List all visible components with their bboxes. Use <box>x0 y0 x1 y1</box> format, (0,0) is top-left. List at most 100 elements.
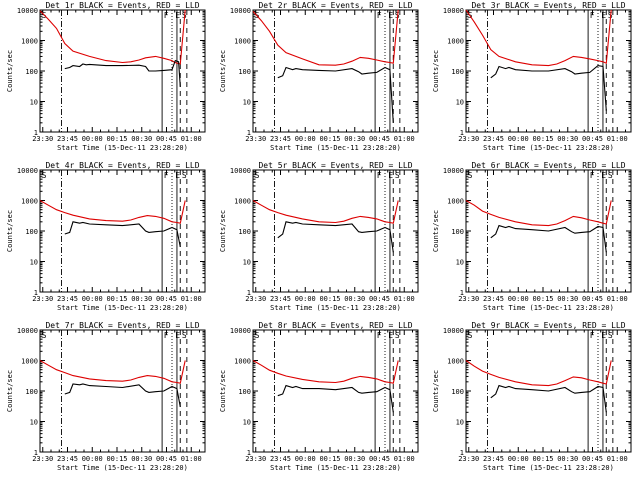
x-tick-label: 00:30 <box>131 135 152 143</box>
flag-label: E <box>601 331 606 340</box>
y-tick-label: 100 <box>238 68 251 76</box>
y-tick-label: 1000 <box>447 38 464 46</box>
chart-panel-4: Det 4r BLACK = Events, RED = LLD 1 10 100 10… <box>6 161 206 312</box>
x-tick-label: 23:30 <box>458 455 479 463</box>
y-tick-label: 1 <box>247 449 251 457</box>
flag-label: F <box>164 171 169 180</box>
x-tick-label: 23:45 <box>57 295 78 303</box>
x-tick-label: 23:45 <box>483 455 504 463</box>
series-line-events <box>64 59 181 87</box>
chart-panel-2: Det 2r BLACK = Events, RED = LLD 1 10 100 10… <box>219 1 419 152</box>
x-tick-label: 01:00 <box>394 135 415 143</box>
x-tick-label: 00:45 <box>156 135 177 143</box>
x-tick-label: 00:15 <box>532 295 553 303</box>
y-tick-label: 1000 <box>447 358 464 366</box>
flag-label: F <box>164 331 169 340</box>
y-tick-label: 10000 <box>443 167 464 175</box>
x-tick-label: 00:00 <box>508 455 529 463</box>
flag-label: F <box>590 11 595 20</box>
y-tick-label: 1000 <box>234 358 251 366</box>
flag-label: S <box>608 331 613 340</box>
y-axis-label: Counts/sec <box>6 370 14 412</box>
y-axis-label: Counts/sec <box>219 50 227 92</box>
y-tick-label: 10 <box>30 99 38 107</box>
x-tick-label: 23:30 <box>245 455 266 463</box>
x-tick-label: 00:45 <box>582 135 603 143</box>
chart-panel-7: Det 7r BLACK = Events, RED = LLD 1 10 100 10… <box>6 321 206 472</box>
flag-label: S <box>608 171 613 180</box>
x-tick-label: 00:00 <box>295 295 316 303</box>
y-axis-label: Counts/sec <box>432 370 440 412</box>
y-tick-label: 10 <box>456 99 464 107</box>
y-tick-label: 10 <box>456 419 464 427</box>
x-tick-label: 00:15 <box>319 295 340 303</box>
y-tick-label: 100 <box>25 228 38 236</box>
series-line-lld <box>465 200 612 227</box>
y-tick-label: 1 <box>34 449 38 457</box>
flag-label: S <box>468 171 473 180</box>
flag-label: E <box>175 331 180 340</box>
series-line-lld <box>465 360 612 387</box>
flag-label: S <box>42 331 47 340</box>
flag-label: S <box>182 171 187 180</box>
y-tick-label: 10000 <box>230 327 251 335</box>
series-line-lld <box>252 200 399 224</box>
x-tick-label: 23:45 <box>57 455 78 463</box>
y-tick-label: 10 <box>243 259 251 267</box>
y-tick-label: 10 <box>243 419 251 427</box>
y-tick-label: 10000 <box>17 167 38 175</box>
x-tick-label: 00:45 <box>369 455 390 463</box>
chart-title: Det 7r BLACK = Events, RED = LLD <box>45 321 199 330</box>
x-axis-label: Start Time (15-Dec-11 23:28:20) <box>270 464 401 472</box>
flag-label: E <box>601 171 606 180</box>
chart-panel-8: Det 8r BLACK = Events, RED = LLD 1 10 100 10… <box>219 321 419 472</box>
flag-label: F <box>377 331 382 340</box>
x-axis-label: Start Time (15-Dec-11 23:28:20) <box>270 304 401 312</box>
series-line-events <box>490 65 607 111</box>
x-tick-label: 00:45 <box>156 455 177 463</box>
series-line-events <box>64 221 181 248</box>
x-tick-label: 00:30 <box>131 455 152 463</box>
x-axis-label: Start Time (15-Dec-11 23:28:20) <box>57 304 188 312</box>
y-tick-label: 1000 <box>21 358 38 366</box>
x-tick-label: 01:00 <box>181 135 202 143</box>
x-tick-label: 00:15 <box>319 135 340 143</box>
x-tick-label: 00:30 <box>344 135 365 143</box>
x-tick-label: 23:30 <box>245 135 266 143</box>
y-tick-label: 10000 <box>230 7 251 15</box>
y-tick-label: 10 <box>456 259 464 267</box>
x-axis-label: Start Time (15-Dec-11 23:28:20) <box>483 304 614 312</box>
flag-label: E <box>175 171 180 180</box>
y-tick-label: 10 <box>243 99 251 107</box>
x-tick-label: 00:00 <box>508 295 529 303</box>
y-tick-label: 1 <box>247 129 251 137</box>
x-tick-label: 00:45 <box>582 455 603 463</box>
chart-panel-3: Det 3r BLACK = Events, RED = LLD 1 10 100 10… <box>432 1 632 152</box>
y-tick-label: 100 <box>451 68 464 76</box>
series-line-lld <box>252 9 399 66</box>
y-tick-label: 10000 <box>443 327 464 335</box>
flag-label: E <box>388 11 393 20</box>
series-line-lld <box>39 360 186 384</box>
chart-title: Det 3r BLACK = Events, RED = LLD <box>471 1 625 10</box>
x-tick-label: 00:30 <box>344 455 365 463</box>
x-tick-label: 00:15 <box>106 295 127 303</box>
x-tick-label: 01:00 <box>607 295 628 303</box>
x-tick-label: 00:15 <box>106 455 127 463</box>
y-tick-label: 100 <box>451 388 464 396</box>
y-tick-label: 1 <box>460 449 464 457</box>
x-axis-label: Start Time (15-Dec-11 23:28:20) <box>57 464 188 472</box>
series-line-events <box>277 384 394 413</box>
y-axis-label: Counts/sec <box>219 370 227 412</box>
x-tick-label: 00:00 <box>82 135 103 143</box>
y-tick-label: 1 <box>460 129 464 137</box>
x-tick-label: 23:45 <box>483 135 504 143</box>
chart-title: Det 9r BLACK = Events, RED = LLD <box>471 321 625 330</box>
series-line-events <box>277 221 394 253</box>
y-axis-label: Counts/sec <box>219 210 227 252</box>
chart-title: Det 8r BLACK = Events, RED = LLD <box>258 321 412 330</box>
y-tick-label: 10000 <box>230 167 251 175</box>
y-tick-label: 100 <box>238 228 251 236</box>
x-tick-label: 01:00 <box>181 455 202 463</box>
x-tick-label: 00:00 <box>82 295 103 303</box>
